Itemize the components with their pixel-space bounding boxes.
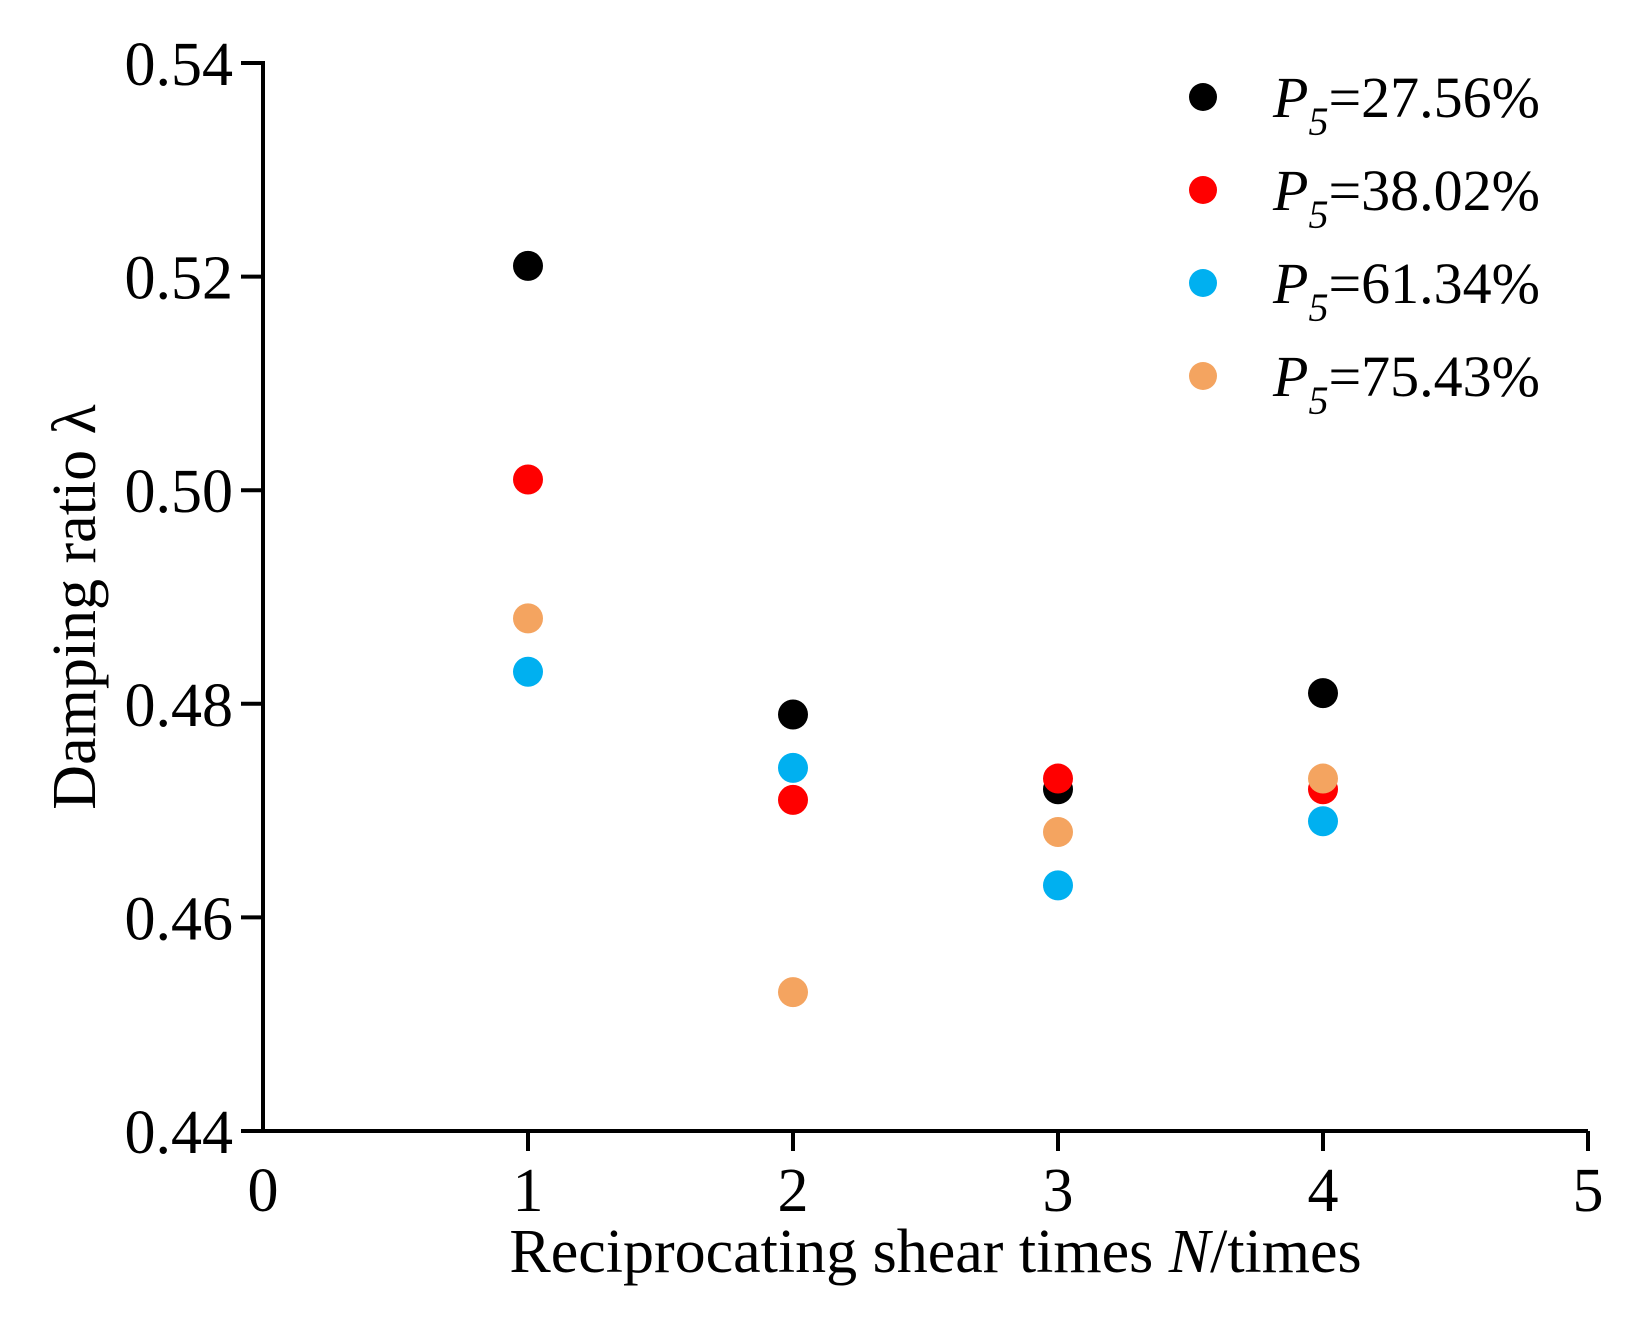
legend-marker xyxy=(1189,83,1217,111)
axes xyxy=(261,61,1588,1133)
data-point-series-2 xyxy=(778,784,808,815)
legend-label: P5=61.34% xyxy=(1272,251,1540,330)
x-axis-title: Reciprocating shear times N/times xyxy=(509,1218,1361,1286)
data-point-series-4 xyxy=(1308,763,1338,794)
legend-marker xyxy=(1189,362,1217,390)
y-tick-label: 0.46 xyxy=(125,885,234,953)
y-tick-label: 0.54 xyxy=(125,31,234,99)
legend-marker xyxy=(1189,269,1217,297)
y-tick-label: 0.44 xyxy=(125,1099,234,1167)
data-point-series-3 xyxy=(1308,806,1338,837)
data-point-series-3 xyxy=(778,752,808,783)
legend-marker xyxy=(1189,176,1217,204)
data-point-series-3 xyxy=(513,656,543,687)
data-point-series-2 xyxy=(513,464,543,495)
data-point-series-4 xyxy=(513,603,543,634)
x-tick-label: 1 xyxy=(513,1157,544,1225)
x-axis-title-before: Reciprocating shear times xyxy=(509,1218,1168,1286)
y-ticks: 0.44 0.46 0.48 0.50 0.52 0.54 xyxy=(125,31,263,1167)
legend: P5=27.56% P5=38.02% P5=61.34% P5=75.43% xyxy=(1189,65,1540,423)
x-tick-label: 5 xyxy=(1573,1157,1604,1225)
legend-label: P5=38.02% xyxy=(1272,158,1540,237)
x-tick-label: 3 xyxy=(1043,1157,1074,1225)
data-point-series-2 xyxy=(1043,763,1073,794)
data-point-series-4 xyxy=(1043,816,1073,847)
x-tick-label: 4 xyxy=(1308,1157,1339,1225)
y-tick-label: 0.50 xyxy=(125,458,234,526)
x-tick-label: 2 xyxy=(778,1157,809,1225)
x-axis-title-italic: N xyxy=(1168,1218,1214,1286)
data-points xyxy=(513,250,1338,1008)
legend-label: P5=75.43% xyxy=(1272,344,1540,423)
y-tick-label: 0.52 xyxy=(125,245,234,313)
data-point-series-1 xyxy=(1308,678,1338,709)
data-point-series-1 xyxy=(778,699,808,730)
y-tick-label: 0.48 xyxy=(125,672,234,740)
data-point-series-4 xyxy=(778,977,808,1008)
legend-label: P5=27.56% xyxy=(1272,65,1540,144)
x-tick-label: 0 xyxy=(248,1157,279,1225)
data-point-series-1 xyxy=(513,250,543,281)
x-axis-title-after: /times xyxy=(1210,1218,1362,1286)
data-point-series-3 xyxy=(1043,870,1073,901)
y-axis-title: Damping ratio λ xyxy=(41,404,109,809)
x-ticks: 0 1 2 3 4 5 xyxy=(248,1131,1604,1225)
